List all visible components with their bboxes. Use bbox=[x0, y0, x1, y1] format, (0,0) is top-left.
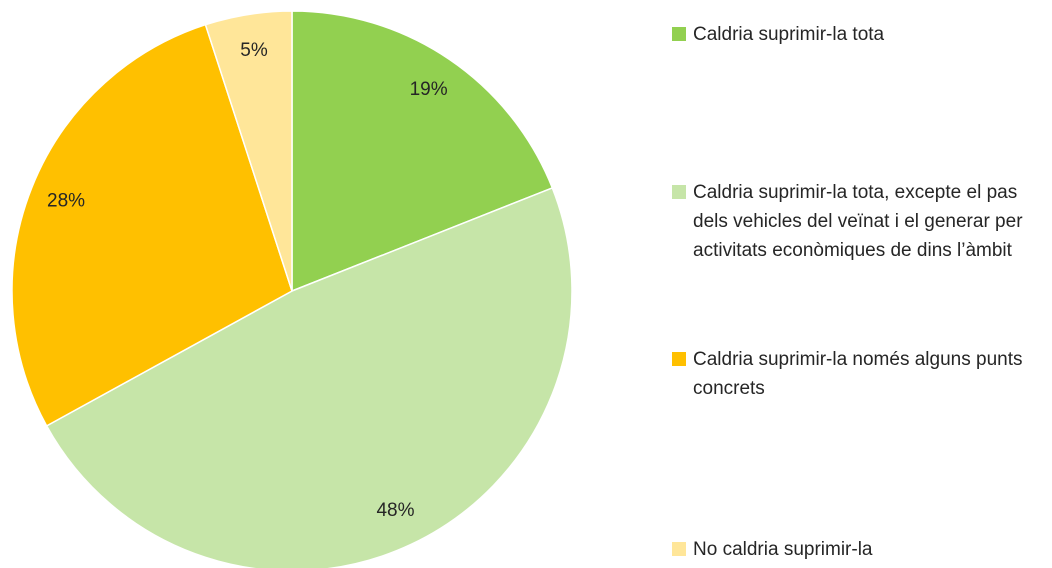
pie-slice bbox=[11, 23, 293, 427]
legend-label: Caldria suprimir-la només alguns punts c… bbox=[693, 349, 1023, 399]
data-label: 48% bbox=[376, 500, 414, 521]
legend-item: No caldria suprimir-la bbox=[672, 535, 1050, 564]
data-label: 5% bbox=[240, 40, 268, 61]
legend-item: Caldria suprimir-la tota bbox=[672, 20, 1050, 49]
legend-swatch bbox=[672, 185, 686, 199]
legend-item: Caldria suprimir-la només alguns punts c… bbox=[672, 345, 1050, 403]
legend-item: Caldria suprimir-la tota, excepte el pas… bbox=[672, 178, 1050, 265]
data-label: 28% bbox=[47, 191, 85, 212]
legend-label: No caldria suprimir-la bbox=[693, 539, 873, 560]
legend-swatch bbox=[672, 542, 686, 556]
legend-label: Caldria suprimir-la tota bbox=[693, 24, 885, 45]
pie-slice bbox=[291, 10, 554, 293]
legend-label: Caldria suprimir-la tota, excepte el pas… bbox=[693, 182, 1023, 261]
legend-swatch bbox=[672, 352, 686, 366]
data-label: 19% bbox=[410, 79, 448, 100]
legend-swatch bbox=[672, 27, 686, 41]
pie-slice bbox=[45, 186, 573, 568]
pie-slice bbox=[204, 10, 293, 292]
chart: 19% 48% 28% 5% bbox=[11, 10, 573, 568]
